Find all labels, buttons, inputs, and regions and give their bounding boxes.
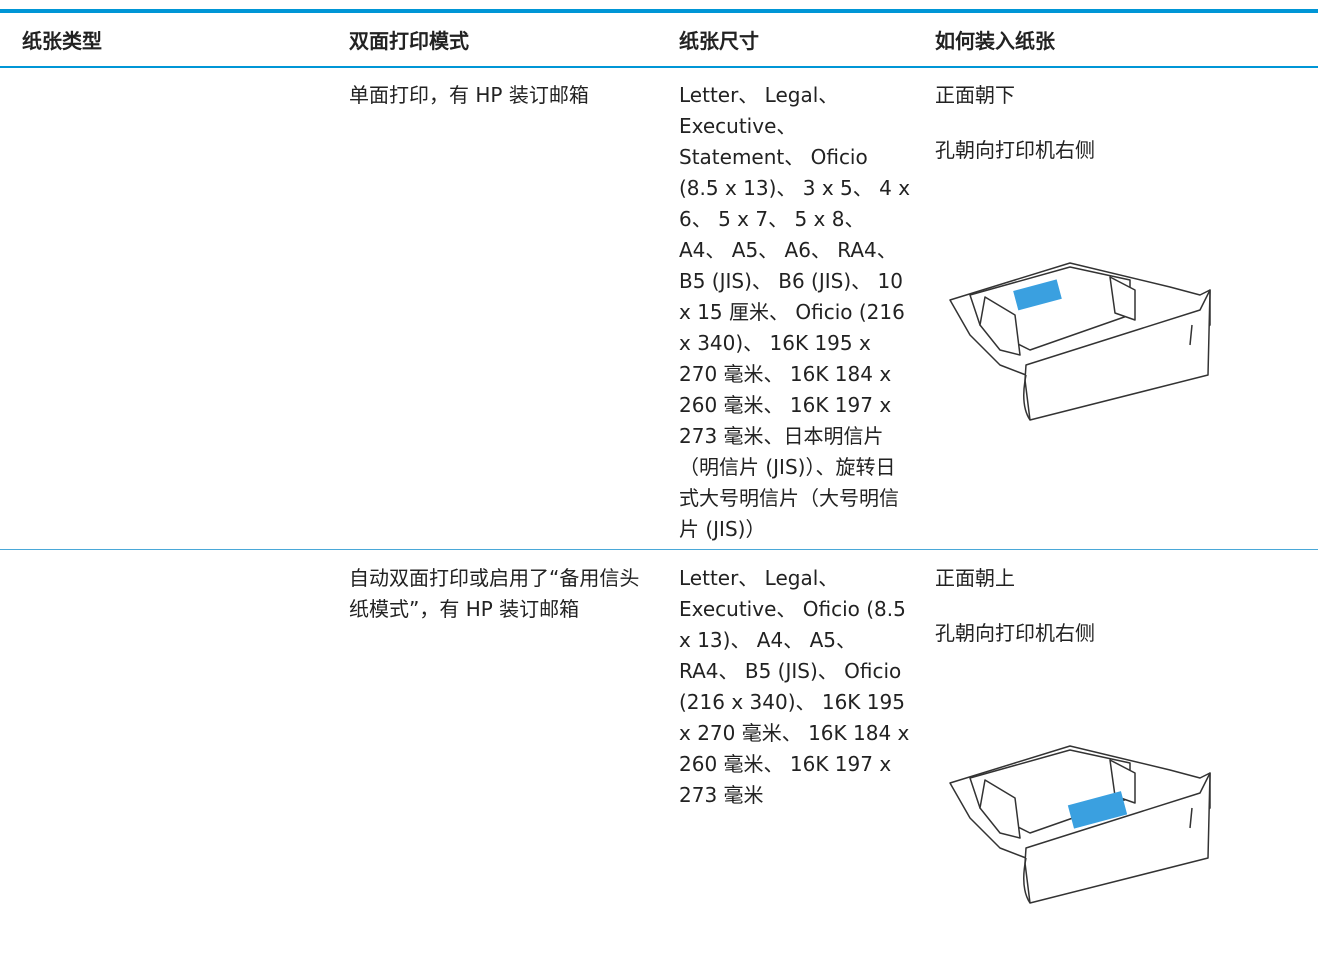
loading-text: 正面朝下 [935, 83, 1015, 107]
tray-illustration [949, 262, 1211, 421]
tray-number-mark [1067, 791, 1128, 829]
header-rule [0, 66, 1318, 68]
top-rule [0, 9, 1318, 13]
sizes-cell: Letter、 Legal、 Executive、 Oficio (8.5 x … [679, 566, 910, 807]
loading-cell: 正面朝上 孔朝向打印机右侧 [935, 563, 1295, 673]
tray-number-mark [1013, 279, 1062, 311]
mode-cell: 自动双面打印或启用了“备用信头纸模式”，有 HP 装订邮箱 [349, 566, 640, 621]
loading-text: 孔朝向打印机右侧 [935, 621, 1095, 645]
tray-illustration [949, 745, 1211, 904]
loading-cell: 正面朝下 孔朝向打印机右侧 [935, 80, 1295, 190]
header-cell: 纸张类型 [22, 29, 102, 53]
loading-text: 正面朝上 [935, 566, 1015, 590]
sizes-cell: Letter、 Legal、 Executive、 Statement、 Ofi… [679, 83, 911, 541]
header-cell: 双面打印模式 [349, 29, 469, 53]
header-cell: 如何装入纸张 [935, 29, 1055, 53]
header-cell: 纸张尺寸 [679, 29, 759, 53]
mode-cell: 单面打印，有 HP 装订邮箱 [349, 83, 589, 107]
loading-text: 孔朝向打印机右侧 [935, 138, 1095, 162]
row-rule [0, 549, 1318, 550]
